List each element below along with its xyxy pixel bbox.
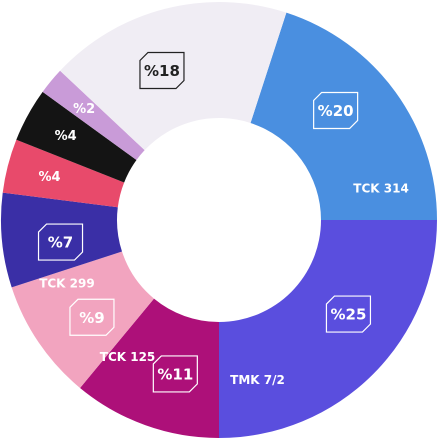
donut-segment <box>80 298 220 438</box>
category-label: TCK 125 <box>100 350 156 364</box>
value-label: %7 <box>48 234 73 252</box>
category-label: TCK 299 <box>39 277 95 291</box>
value-label: %25 <box>330 306 366 324</box>
donut-segment <box>11 251 154 388</box>
category-label: TCK 314 <box>353 182 409 196</box>
donut-segment <box>219 220 437 438</box>
value-label: %18 <box>144 62 180 80</box>
value-label-box <box>37 223 84 261</box>
donut-segment <box>42 70 145 161</box>
value-label: %20 <box>318 102 354 120</box>
value-label: %4 <box>55 129 77 144</box>
value-label-box <box>69 298 115 336</box>
value-label-box <box>325 295 372 333</box>
value-label-box <box>152 355 198 393</box>
value-label: %2 <box>73 102 95 117</box>
value-label-box <box>139 51 185 90</box>
value-label-box <box>313 91 359 130</box>
value-label: %9 <box>79 309 104 327</box>
donut-segment <box>2 139 125 208</box>
donut-segment <box>250 12 437 221</box>
value-label: %11 <box>157 365 193 383</box>
donut-segment <box>1 192 122 288</box>
donut-segment <box>16 91 137 183</box>
donut-segment <box>60 2 287 151</box>
value-label: %4 <box>38 170 60 185</box>
category-label: TMK 7/2 <box>230 373 285 387</box>
